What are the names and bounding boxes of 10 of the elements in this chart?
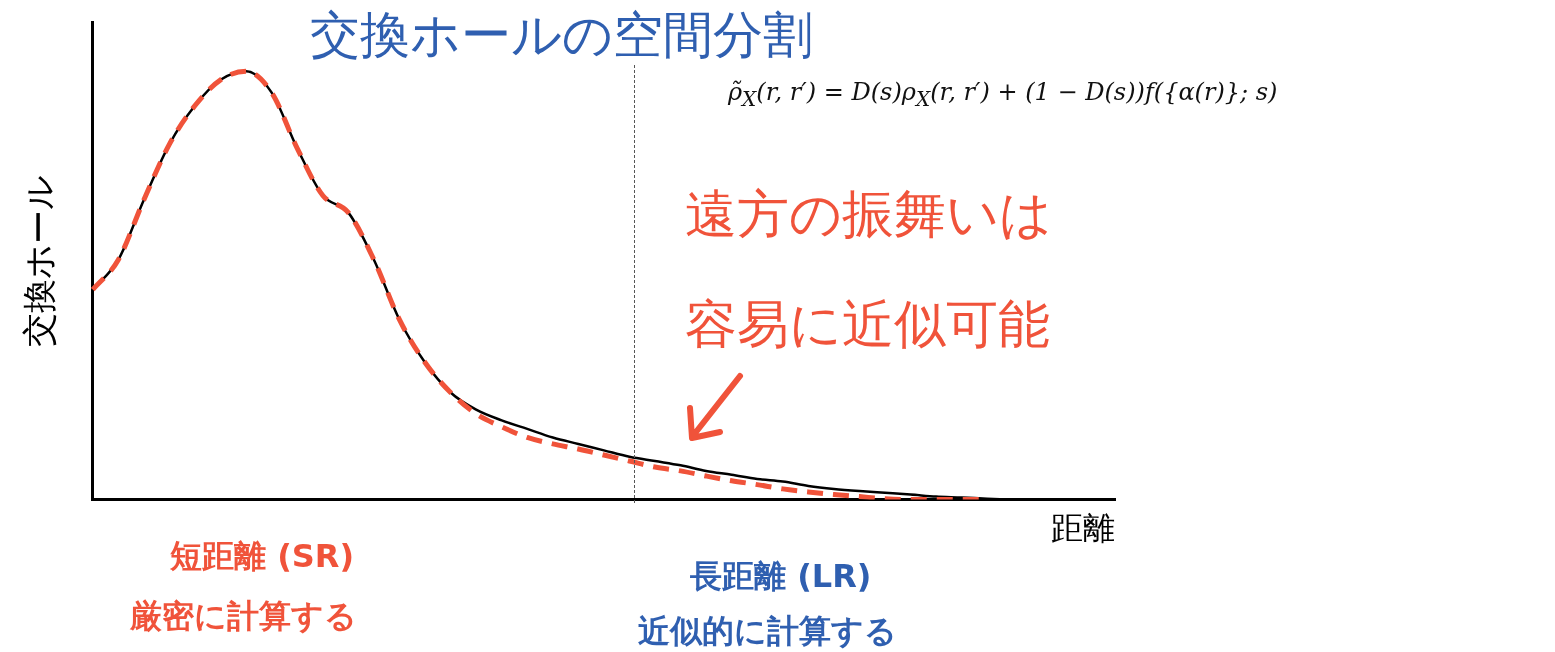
text: 近似的に計算する <box>638 611 897 652</box>
annotation: 容易に近似可能 <box>685 293 1050 356</box>
x-axis-title: 距離 <box>1051 509 1115 548</box>
text: 短距離 (SR) <box>170 536 355 577</box>
y-axis-title: 交換ホール <box>19 174 60 347</box>
text: 厳密に計算する <box>130 596 357 637</box>
chart-title: 交換ホールの空間分割 <box>310 5 813 66</box>
annotation: ρ̃$_{X}$(r, r′) = D(s)ρ$_{X}$(r, r′) + (1 − D(s))f({α(r)}; s) <box>728 78 1278 111</box>
text: 長距離 (LR) <box>690 556 872 597</box>
annotation: 遠方の振舞いは <box>685 183 1052 246</box>
